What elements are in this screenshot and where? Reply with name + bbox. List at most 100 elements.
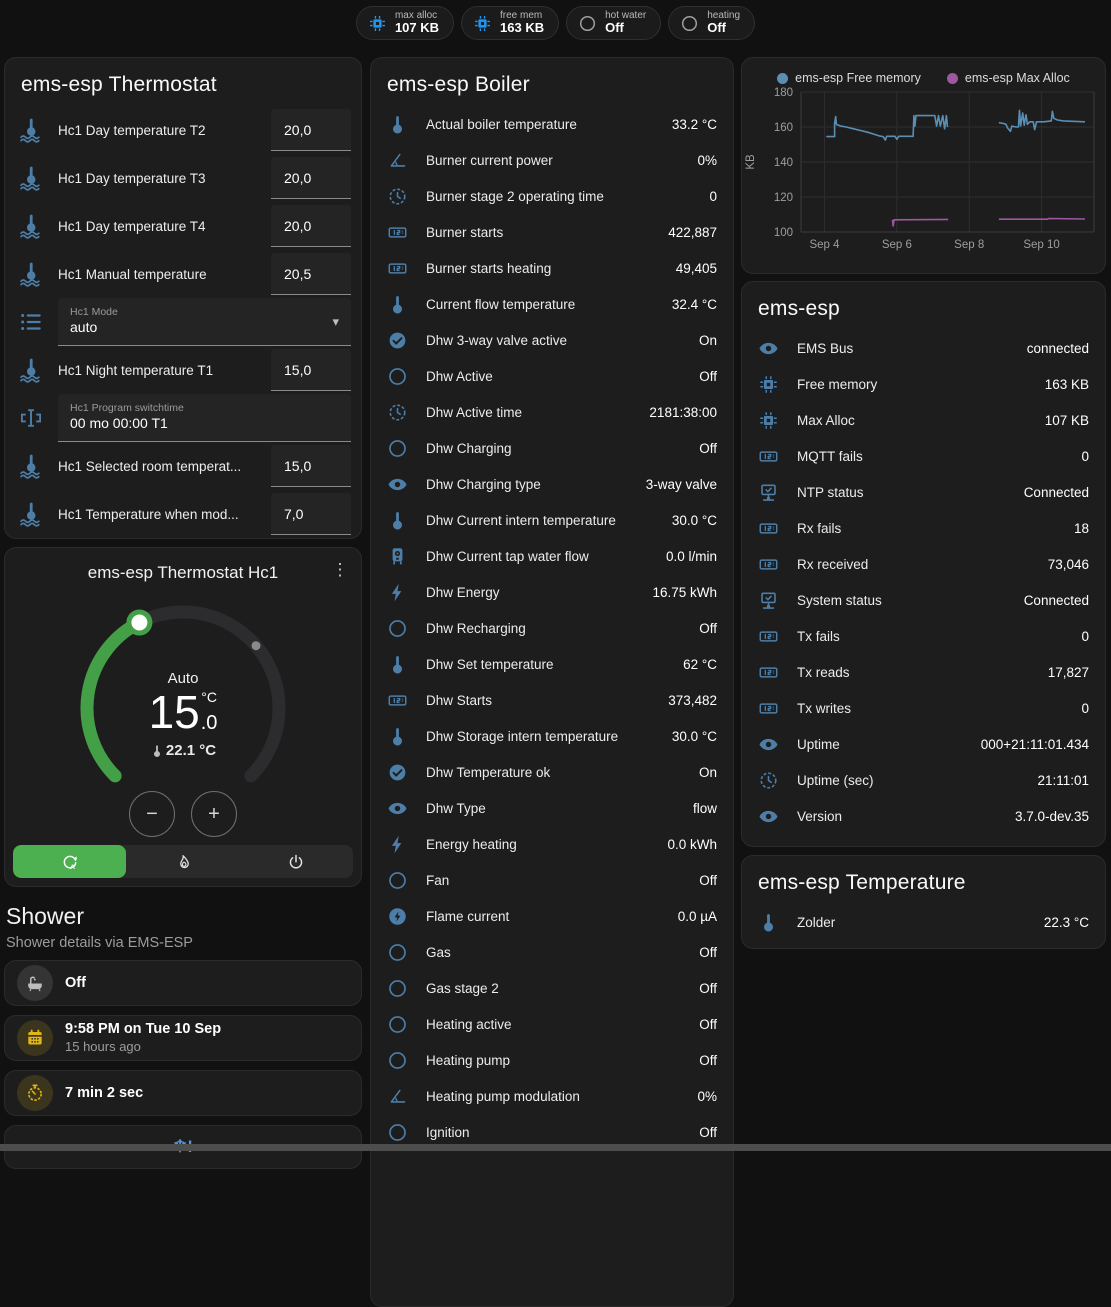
entity-row-uptime[interactable]: Uptime 000+21:11:01.434: [742, 726, 1105, 762]
thermo-water-icon: [18, 213, 44, 239]
entity-label: EMS Bus: [797, 340, 854, 356]
entity-value: Off: [699, 980, 717, 996]
entity-row-rx-received[interactable]: Rx received 73,046: [742, 546, 1105, 582]
series-line-ems-esp-free-memory: [998, 109, 1086, 133]
check-circle-icon: [387, 762, 408, 783]
entity-row-tx-reads[interactable]: Tx reads 17,827: [742, 654, 1105, 690]
badge-hot-water[interactable]: hot water Off: [566, 6, 662, 40]
entity-row-burner-stage-2-operating-time[interactable]: Burner stage 2 operating time 0: [371, 178, 733, 214]
entity-value: 30.0 °C: [671, 512, 717, 528]
y-tick-label: 180: [774, 87, 793, 99]
entity-row-rx-fails[interactable]: Rx fails 18: [742, 510, 1105, 546]
auto-icon: [61, 853, 79, 871]
series-line-ems-esp-max-alloc: [998, 217, 1086, 220]
entity-label: Burner starts heating: [426, 260, 552, 276]
entity-label: Fan: [426, 872, 450, 888]
increase-temp-button[interactable]: +: [191, 791, 237, 837]
mode-select[interactable]: Hc1 Mode auto ▾: [58, 298, 351, 346]
ems-esp-rows: EMS Bus connected Free memory 163 KB Max All…: [742, 330, 1105, 834]
entity-row-dhw-storage-intern-temperature[interactable]: Dhw Storage intern temperature 30.0 °C: [371, 718, 733, 754]
shower-tile-7-min-2-sec[interactable]: 7 min 2 sec: [4, 1070, 362, 1116]
series-line-ems-esp-max-alloc: [891, 218, 949, 227]
entity-row-dhw-type[interactable]: Dhw Type flow: [371, 790, 733, 826]
entity-row-heating-active[interactable]: Heating active Off: [371, 1006, 733, 1042]
entity-row-dhw-set-temperature[interactable]: Dhw Set temperature 62 °C: [371, 646, 733, 682]
entity-row-gas[interactable]: Gas Off: [371, 934, 733, 970]
badge-free-mem[interactable]: free mem 163 KB: [461, 6, 560, 40]
entity-row-max-alloc[interactable]: Max Alloc 107 KB: [742, 402, 1105, 438]
entity-row-dhw-starts[interactable]: Dhw Starts 373,482: [371, 682, 733, 718]
circle-icon: [387, 1014, 408, 1035]
thermostat-dial[interactable]: [65, 590, 301, 826]
entity-row-version[interactable]: Version 3.7.0-dev.35: [742, 798, 1105, 834]
dial-active-arc: [80, 616, 146, 783]
entity-row-gas-stage-2[interactable]: Gas stage 2 Off: [371, 970, 733, 1006]
number-input[interactable]: 7,0: [271, 493, 351, 535]
entity-row-ignition[interactable]: Ignition Off: [371, 1114, 733, 1150]
entity-row-current-flow-temperature[interactable]: Current flow temperature 32.4 °C: [371, 286, 733, 322]
entity-row-actual-boiler-temperature[interactable]: Actual boiler temperature 33.2 °C: [371, 106, 733, 142]
entity-row-dhw-current-tap-water-flow[interactable]: Dhw Current tap water flow 0.0 l/min: [371, 538, 733, 574]
mode-flame-button[interactable]: [126, 845, 239, 878]
thermostat-row-hc1-day-temperature-t4: Hc1 Day temperature T4 20,0: [5, 202, 361, 250]
entity-row-ems-bus[interactable]: EMS Bus connected: [742, 330, 1105, 366]
horizontal-scrollbar[interactable]: [0, 1144, 1111, 1151]
entity-row-fan[interactable]: Fan Off: [371, 862, 733, 898]
badge-heating[interactable]: heating Off: [668, 6, 756, 40]
decrease-temp-button[interactable]: −: [129, 791, 175, 837]
calendar-icon-circle: [17, 1020, 53, 1056]
entity-row-heating-pump-modulation[interactable]: Heating pump modulation 0%: [371, 1078, 733, 1114]
y-tick-label: 120: [774, 192, 793, 204]
number-input[interactable]: 20,0: [271, 109, 351, 151]
lightning-icon: [387, 582, 408, 603]
number-input[interactable]: 20,0: [271, 157, 351, 199]
entity-row-dhw-charging[interactable]: Dhw Charging Off: [371, 430, 733, 466]
entity-value: 30.0 °C: [671, 728, 717, 744]
entity-row-free-memory[interactable]: Free memory 163 KB: [742, 366, 1105, 402]
kebab-menu-icon[interactable]: ⋮: [331, 560, 349, 579]
number-input[interactable]: 15,0: [271, 349, 351, 391]
entity-row-dhw-energy[interactable]: Dhw Energy 16.75 kWh: [371, 574, 733, 610]
entity-row-mqtt-fails[interactable]: MQTT fails 0: [742, 438, 1105, 474]
entity-row-zolder[interactable]: Zolder 22.3 °C: [742, 904, 1105, 940]
entity-row-flame-current[interactable]: Flame current 0.0 µA: [371, 898, 733, 934]
entity-label: Dhw 3-way valve active: [426, 332, 568, 348]
entity-row-ntp-status[interactable]: NTP status Connected: [742, 474, 1105, 510]
water-boiler-icon: [387, 546, 408, 567]
entity-row-tx-writes[interactable]: Tx writes 0: [742, 690, 1105, 726]
memory-chart[interactable]: 100 120 140 160 180 Sep 4 Sep 6 Sep 8 Sep 10 KB: [742, 87, 1105, 267]
entity-row-energy-heating[interactable]: Energy heating 0.0 kWh: [371, 826, 733, 862]
memory-chart-card: ems-esp Free memory ems-esp Max Alloc 100…: [741, 57, 1106, 274]
entity-row-dhw-recharging[interactable]: Dhw Recharging Off: [371, 610, 733, 646]
entity-row-dhw-temperature-ok[interactable]: Dhw Temperature ok On: [371, 754, 733, 790]
timer-icon-circle: [17, 1075, 53, 1111]
text-input[interactable]: Hc1 Program switchtime 00 mo 00:00 T1: [58, 394, 351, 442]
dial-knob[interactable]: [126, 609, 153, 636]
number-input[interactable]: 20,0: [271, 205, 351, 247]
entity-row-burner-current-power[interactable]: Burner current power 0%: [371, 142, 733, 178]
mode-power-button[interactable]: [240, 845, 353, 878]
entity-row-dhw-charging-type[interactable]: Dhw Charging type 3-way valve: [371, 466, 733, 502]
entity-row-tx-fails[interactable]: Tx fails 0: [742, 618, 1105, 654]
legend-item-ems-esp-max-alloc: ems-esp Max Alloc: [946, 71, 1070, 85]
entity-row-burner-starts[interactable]: Burner starts 422,887: [371, 214, 733, 250]
entity-row-uptime-sec[interactable]: Uptime (sec) 21:11:01: [742, 762, 1105, 798]
entity-row-dhw-current-intern-temperature[interactable]: Dhw Current intern temperature 30.0 °C: [371, 502, 733, 538]
badge-max-alloc[interactable]: max alloc 107 KB: [355, 6, 455, 40]
mode-auto-button[interactable]: [13, 845, 127, 878]
entity-label: System status: [797, 592, 882, 608]
thermostat-row-hc1-night-temperature-t1: Hc1 Night temperature T1 15,0: [5, 346, 361, 394]
number-input[interactable]: 20,5: [271, 253, 351, 295]
entity-row-dhw-active-time[interactable]: Dhw Active time 2181:38:00: [371, 394, 733, 430]
entity-row-burner-starts-heating[interactable]: Burner starts heating 49,405: [371, 250, 733, 286]
boiler-card: ems-esp Boiler Actual boiler temperature…: [370, 57, 734, 1307]
shower-tile-9-58-pm-on-tue-10-sep[interactable]: 9:58 PM on Tue 10 Sep 15 hours ago: [4, 1015, 362, 1061]
entity-row-dhw-active[interactable]: Dhw Active Off: [371, 358, 733, 394]
entity-value: 16.75 kWh: [652, 584, 717, 600]
entity-row-dhw-3-way-valve-active[interactable]: Dhw 3-way valve active On: [371, 322, 733, 358]
entity-row-heating-pump[interactable]: Heating pump Off: [371, 1042, 733, 1078]
number-input[interactable]: 15,0: [271, 445, 351, 487]
entity-row-system-status[interactable]: System status Connected: [742, 582, 1105, 618]
shower-tile-off[interactable]: Off: [4, 960, 362, 1006]
counter-icon: [387, 690, 408, 711]
